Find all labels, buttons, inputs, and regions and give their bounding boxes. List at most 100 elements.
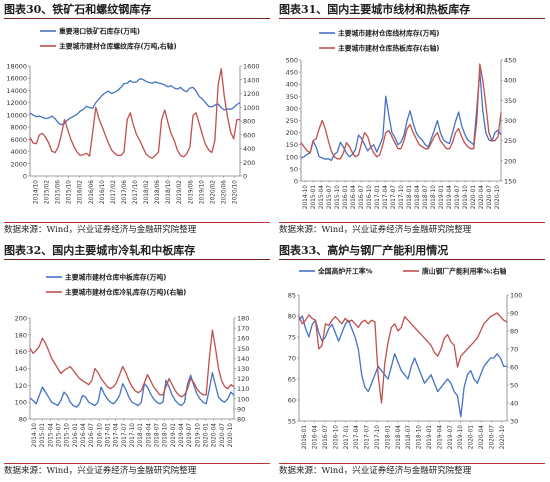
x-tick-label: 2016-07 <box>359 185 365 210</box>
x-tick-label: 2016-04 <box>313 425 319 450</box>
x-tick-label: 2018-01 <box>385 425 391 450</box>
y-tick-label-left: 8000 <box>10 124 27 132</box>
x-tick-label: 2018-01 <box>138 423 144 448</box>
x-tick-label: 2016-01 <box>73 423 79 448</box>
line-chart-31: 0 50 100 150 200 250 300 350 400 450 500 150 200 250 3… <box>286 29 517 210</box>
y-tick-label-right: 50 <box>510 382 518 390</box>
x-tick-label: 2020-07 <box>220 423 226 448</box>
y-tick-label-left: 200 <box>286 129 298 137</box>
chart-title: 图表33、高炉与钢厂产能利用情况 <box>279 243 545 260</box>
y-tick-label-left: 0 <box>23 173 27 181</box>
x-tick-label: 2020-01 <box>471 185 477 210</box>
chart-panel-33: 图表33、高炉与钢厂产能利用情况 55 60 65 70 75 80 85 30 40 50 60 7… <box>275 241 550 482</box>
x-tick-label: 2016/02 <box>78 180 84 204</box>
series-line-1 <box>29 372 235 408</box>
legend-label: 主要城市建材仓库冷轧库存(万吨)(右轴) <box>65 288 186 297</box>
chart-title: 图表31、国内主要城市线材和热板库存 <box>279 2 545 19</box>
x-tick-label: 2014-10 <box>303 185 309 210</box>
y-tick-label-left: 50 <box>290 165 298 173</box>
x-tick-label: 2015/06 <box>56 180 62 204</box>
x-tick-label: 2018-04 <box>396 425 402 450</box>
x-tick-label: 2019-04 <box>437 425 443 450</box>
x-tick-label: 2017/06 <box>122 180 128 204</box>
x-tick-label: 2020-01 <box>203 423 209 448</box>
x-tick-label: 2017-04 <box>354 425 360 450</box>
y-tick-label-left: 85 <box>288 292 296 300</box>
x-tick-label: 2017-04 <box>383 185 389 210</box>
x-tick-label: 2014/10 <box>34 180 40 204</box>
x-tick-label: 2019-10 <box>458 425 464 450</box>
y-tick-label-left: 16000 <box>6 75 27 83</box>
x-tick-label: 2016-01 <box>302 425 308 450</box>
y-tick-label-right: 60 <box>510 364 518 372</box>
legend-label: 主要城市建材仓库中板库存(万吨) <box>65 273 166 282</box>
x-tick-label: 2019-04 <box>447 185 453 210</box>
y-tick-label-left: 500 <box>286 57 298 65</box>
y-tick-label-right: 200 <box>243 159 255 167</box>
x-tick-label: 2015/02 <box>45 180 51 204</box>
x-tick-label: 2019-01 <box>171 423 177 448</box>
y-tick-label-left: 12000 <box>6 99 27 107</box>
x-tick-label: 2018/02 <box>144 180 150 204</box>
y-tick-label-left: 450 <box>286 69 298 77</box>
x-tick-label: 2018-07 <box>423 185 429 210</box>
y-tick-label-right: 110 <box>237 385 249 393</box>
x-tick-label: 2019-07 <box>455 185 461 210</box>
chart-source: 数据来源：Wind，兴业证券经济与金融研究院整理 <box>279 222 545 237</box>
x-tick-label: 2015-04 <box>48 423 54 448</box>
y-tick-label-left: 4000 <box>10 148 27 156</box>
y-tick-label-right: 160 <box>237 335 249 343</box>
y-tick-label-right: 100 <box>510 292 522 300</box>
y-tick-label-right: 1400 <box>243 76 260 84</box>
x-tick-label: 2017-01 <box>106 423 112 448</box>
y-tick-label-right: 120 <box>237 375 249 383</box>
legend-label: 主要城市建材仓库热板库存(右轴) <box>338 44 439 53</box>
x-tick-label: 2018-04 <box>146 423 152 448</box>
x-tick-label: 2018-01 <box>407 185 413 210</box>
y-tick-label-left: 150 <box>286 141 298 149</box>
x-tick-label: 2016/06 <box>89 180 95 204</box>
x-tick-label: 2017-10 <box>130 423 136 448</box>
x-tick-label: 2017-01 <box>375 185 381 210</box>
x-tick-label: 2019-04 <box>179 423 185 448</box>
x-tick-label: 2020/02 <box>210 180 216 204</box>
x-tick-label: 2020-10 <box>228 423 234 448</box>
line-chart-32: 80 100 120 140 160 180 200 80 90 100 110 120 130 140 1… <box>15 273 250 448</box>
x-tick-label: 2017-07 <box>365 425 371 450</box>
y-tick-label-left: 300 <box>286 105 298 113</box>
x-tick-label: 2019-10 <box>195 423 201 448</box>
y-tick-label-right: 180 <box>237 315 249 323</box>
chart-title: 图表30、铁矿石和螺纹钢库存 <box>4 2 270 19</box>
x-tick-label: 2016-10 <box>333 425 339 450</box>
x-tick-label: 2020-04 <box>479 185 485 210</box>
x-tick-label: 2014-10 <box>32 423 38 448</box>
x-tick-label: 2015-10 <box>335 185 341 210</box>
y-tick-label-right: 1200 <box>243 90 260 98</box>
x-tick-label: 2019/10 <box>199 180 205 204</box>
x-tick-label: 2016-07 <box>89 423 95 448</box>
x-tick-label: 2020/10 <box>232 180 238 204</box>
y-tick-label-right: 1600 <box>243 63 260 71</box>
y-tick-label-right: 250 <box>504 137 516 145</box>
line-chart-33: 55 60 65 70 75 80 85 30 40 50 60 70 80 90 100 2016-01 20… <box>288 267 523 450</box>
y-tick-label-right: 70 <box>510 346 518 354</box>
x-tick-label: 2020-01 <box>469 425 475 450</box>
y-tick-label-left: 160 <box>15 348 27 356</box>
x-tick-label: 2018-10 <box>417 425 423 450</box>
x-tick-label: 2019-07 <box>448 425 454 450</box>
y-tick-label-left: 200 <box>15 315 27 323</box>
y-tick-label-right: 30 <box>510 418 518 426</box>
series-line-1 <box>300 70 502 162</box>
y-tick-label-right: 350 <box>504 97 516 105</box>
y-tick-label-left: 10000 <box>6 111 27 119</box>
y-tick-label-left: 14000 <box>6 87 27 95</box>
y-tick-label-right: 400 <box>243 145 255 153</box>
series-line-2 <box>298 312 508 404</box>
x-tick-label: 2020-07 <box>487 185 493 210</box>
x-tick-label: 2018/10 <box>166 180 172 204</box>
x-tick-label: 2018-10 <box>163 423 169 448</box>
legend-label: 主要城市建材仓库螺纹库存(万吨,右轴) <box>59 42 177 51</box>
y-tick-label-right: 600 <box>243 131 255 139</box>
chart-source: 数据来源：Wind，兴业证券经济与金融研究院整理 <box>4 222 270 237</box>
y-tick-label-left: 55 <box>288 418 296 426</box>
